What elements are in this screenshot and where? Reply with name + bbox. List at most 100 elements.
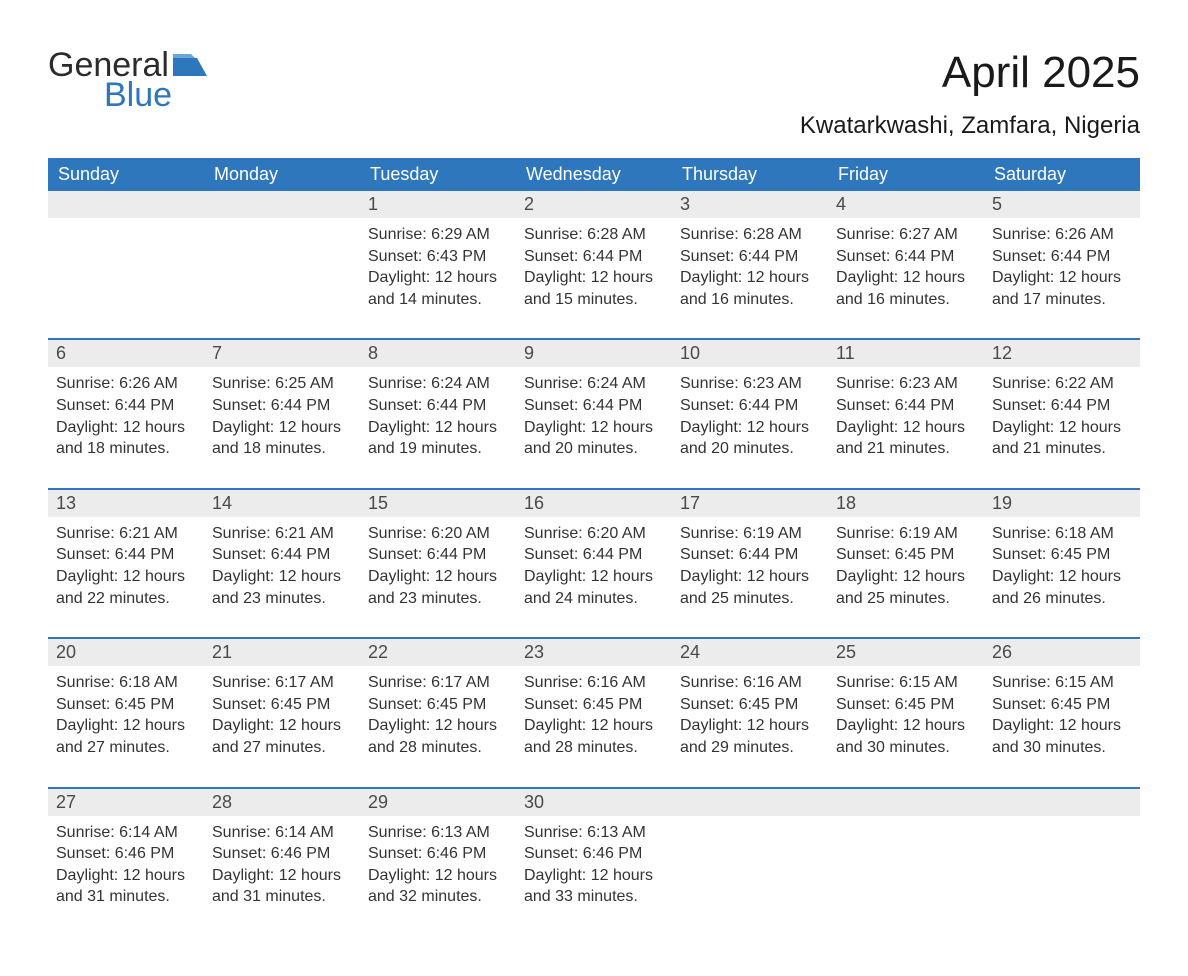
day-number-cell xyxy=(672,788,828,816)
sunset-line: Sunset: 6:43 PM xyxy=(368,246,508,268)
daylight-line: Daylight: 12 hours and 15 minutes. xyxy=(524,267,664,310)
day-number-cell: 12 xyxy=(984,339,1140,367)
day-content-cell: Sunrise: 6:23 AMSunset: 6:44 PMDaylight:… xyxy=(828,367,984,488)
sunrise-line: Sunrise: 6:21 AM xyxy=(56,523,196,545)
day-number-cell: 15 xyxy=(360,489,516,517)
day-number-cell: 19 xyxy=(984,489,1140,517)
day-number-cell: 30 xyxy=(516,788,672,816)
sunrise-line: Sunrise: 6:26 AM xyxy=(992,224,1132,246)
daylight-line: Daylight: 12 hours and 27 minutes. xyxy=(212,715,352,758)
daylight-line: Daylight: 12 hours and 32 minutes. xyxy=(368,865,508,908)
sunset-line: Sunset: 6:45 PM xyxy=(836,694,976,716)
sunrise-line: Sunrise: 6:13 AM xyxy=(524,822,664,844)
sunset-line: Sunset: 6:44 PM xyxy=(524,246,664,268)
sunset-line: Sunset: 6:45 PM xyxy=(56,694,196,716)
day-number-cell: 9 xyxy=(516,339,672,367)
sunset-line: Sunset: 6:44 PM xyxy=(680,246,820,268)
sunrise-line: Sunrise: 6:15 AM xyxy=(836,672,976,694)
daylight-line: Daylight: 12 hours and 16 minutes. xyxy=(836,267,976,310)
sunset-line: Sunset: 6:44 PM xyxy=(836,246,976,268)
weekday-header: Wednesday xyxy=(516,158,672,191)
sunrise-line: Sunrise: 6:18 AM xyxy=(56,672,196,694)
day-content-cell: Sunrise: 6:15 AMSunset: 6:45 PMDaylight:… xyxy=(828,666,984,787)
day-number-cell: 24 xyxy=(672,638,828,666)
day-content-cell: Sunrise: 6:21 AMSunset: 6:44 PMDaylight:… xyxy=(48,517,204,638)
sunrise-line: Sunrise: 6:19 AM xyxy=(836,523,976,545)
sunset-line: Sunset: 6:44 PM xyxy=(368,395,508,417)
daylight-line: Daylight: 12 hours and 23 minutes. xyxy=(368,566,508,609)
day-number-cell: 1 xyxy=(360,191,516,218)
day-content-cell xyxy=(204,218,360,339)
day-content-cell: Sunrise: 6:16 AMSunset: 6:45 PMDaylight:… xyxy=(672,666,828,787)
day-content-cell: Sunrise: 6:20 AMSunset: 6:44 PMDaylight:… xyxy=(516,517,672,638)
sunset-line: Sunset: 6:44 PM xyxy=(212,544,352,566)
sunrise-line: Sunrise: 6:25 AM xyxy=(212,373,352,395)
sunrise-line: Sunrise: 6:16 AM xyxy=(680,672,820,694)
day-content-cell: Sunrise: 6:22 AMSunset: 6:44 PMDaylight:… xyxy=(984,367,1140,488)
day-number-cell xyxy=(48,191,204,218)
sunset-line: Sunset: 6:45 PM xyxy=(992,544,1132,566)
day-number-cell: 4 xyxy=(828,191,984,218)
day-number-cell: 22 xyxy=(360,638,516,666)
day-number-cell: 20 xyxy=(48,638,204,666)
day-number-cell: 25 xyxy=(828,638,984,666)
sunrise-line: Sunrise: 6:27 AM xyxy=(836,224,976,246)
day-content-cell: Sunrise: 6:18 AMSunset: 6:45 PMDaylight:… xyxy=(48,666,204,787)
week-daynum-row: 20212223242526 xyxy=(48,638,1140,666)
sunrise-line: Sunrise: 6:17 AM xyxy=(368,672,508,694)
weekday-header: Friday xyxy=(828,158,984,191)
sunrise-line: Sunrise: 6:13 AM xyxy=(368,822,508,844)
sunrise-line: Sunrise: 6:15 AM xyxy=(992,672,1132,694)
day-number-cell: 17 xyxy=(672,489,828,517)
location-subtitle: Kwatarkwashi, Zamfara, Nigeria xyxy=(800,112,1140,140)
day-content-cell: Sunrise: 6:24 AMSunset: 6:44 PMDaylight:… xyxy=(516,367,672,488)
day-number-cell: 3 xyxy=(672,191,828,218)
daylight-line: Daylight: 12 hours and 30 minutes. xyxy=(992,715,1132,758)
day-number-cell: 11 xyxy=(828,339,984,367)
day-content-cell: Sunrise: 6:23 AMSunset: 6:44 PMDaylight:… xyxy=(672,367,828,488)
daylight-line: Daylight: 12 hours and 29 minutes. xyxy=(680,715,820,758)
day-content-cell: Sunrise: 6:16 AMSunset: 6:45 PMDaylight:… xyxy=(516,666,672,787)
day-number-cell: 18 xyxy=(828,489,984,517)
day-content-cell: Sunrise: 6:25 AMSunset: 6:44 PMDaylight:… xyxy=(204,367,360,488)
day-content-cell: Sunrise: 6:27 AMSunset: 6:44 PMDaylight:… xyxy=(828,218,984,339)
day-number-cell: 16 xyxy=(516,489,672,517)
sunrise-line: Sunrise: 6:18 AM xyxy=(992,523,1132,545)
sunrise-line: Sunrise: 6:20 AM xyxy=(368,523,508,545)
daylight-line: Daylight: 12 hours and 19 minutes. xyxy=(368,417,508,460)
daylight-line: Daylight: 12 hours and 24 minutes. xyxy=(524,566,664,609)
sunset-line: Sunset: 6:44 PM xyxy=(992,246,1132,268)
week-content-row: Sunrise: 6:29 AMSunset: 6:43 PM Daylight:… xyxy=(48,218,1140,339)
sunset-line: Sunset: 6:45 PM xyxy=(992,694,1132,716)
page-header: General Blue April 2025 Kwatarkwashi, Za… xyxy=(48,48,1140,140)
week-daynum-row: 6789101112 xyxy=(48,339,1140,367)
daylight-line: Daylight: 12 hours and 30 minutes. xyxy=(836,715,976,758)
daylight-line: Daylight: 12 hours and 31 minutes. xyxy=(212,865,352,908)
day-number-cell: 23 xyxy=(516,638,672,666)
daylight-line: Daylight: 12 hours and 20 minutes. xyxy=(680,417,820,460)
day-number-cell: 27 xyxy=(48,788,204,816)
sunrise-line: Sunrise: 6:29 AM xyxy=(368,224,508,246)
sunset-line: Sunset: 6:46 PM xyxy=(524,843,664,865)
day-content-cell: Sunrise: 6:17 AMSunset: 6:45 PMDaylight:… xyxy=(360,666,516,787)
day-number-cell: 8 xyxy=(360,339,516,367)
weekday-header: Sunday xyxy=(48,158,204,191)
sunrise-line: Sunrise: 6:23 AM xyxy=(680,373,820,395)
daylight-line: Daylight: 12 hours and 22 minutes. xyxy=(56,566,196,609)
sunrise-line: Sunrise: 6:26 AM xyxy=(56,373,196,395)
sunrise-line: Sunrise: 6:28 AM xyxy=(524,224,664,246)
daylight-line: Daylight: 12 hours and 27 minutes. xyxy=(56,715,196,758)
weekday-header: Tuesday xyxy=(360,158,516,191)
sunset-line: Sunset: 6:44 PM xyxy=(212,395,352,417)
sunset-line: Sunset: 6:46 PM xyxy=(212,843,352,865)
sunset-line: Sunset: 6:44 PM xyxy=(56,395,196,417)
daylight-line: Daylight: 12 hours and 17 minutes. xyxy=(992,267,1132,310)
brand-word-blue: Blue xyxy=(104,78,207,112)
sunset-line: Sunset: 6:44 PM xyxy=(680,395,820,417)
sunrise-line: Sunrise: 6:23 AM xyxy=(836,373,976,395)
calendar-table: SundayMondayTuesdayWednesdayThursdayFrid… xyxy=(48,158,1140,936)
day-content-cell: Sunrise: 6:19 AMSunset: 6:44 PMDaylight:… xyxy=(672,517,828,638)
sunrise-line: Sunrise: 6:24 AM xyxy=(368,373,508,395)
daylight-line: Daylight: 12 hours and 20 minutes. xyxy=(524,417,664,460)
sunrise-line: Sunrise: 6:20 AM xyxy=(524,523,664,545)
